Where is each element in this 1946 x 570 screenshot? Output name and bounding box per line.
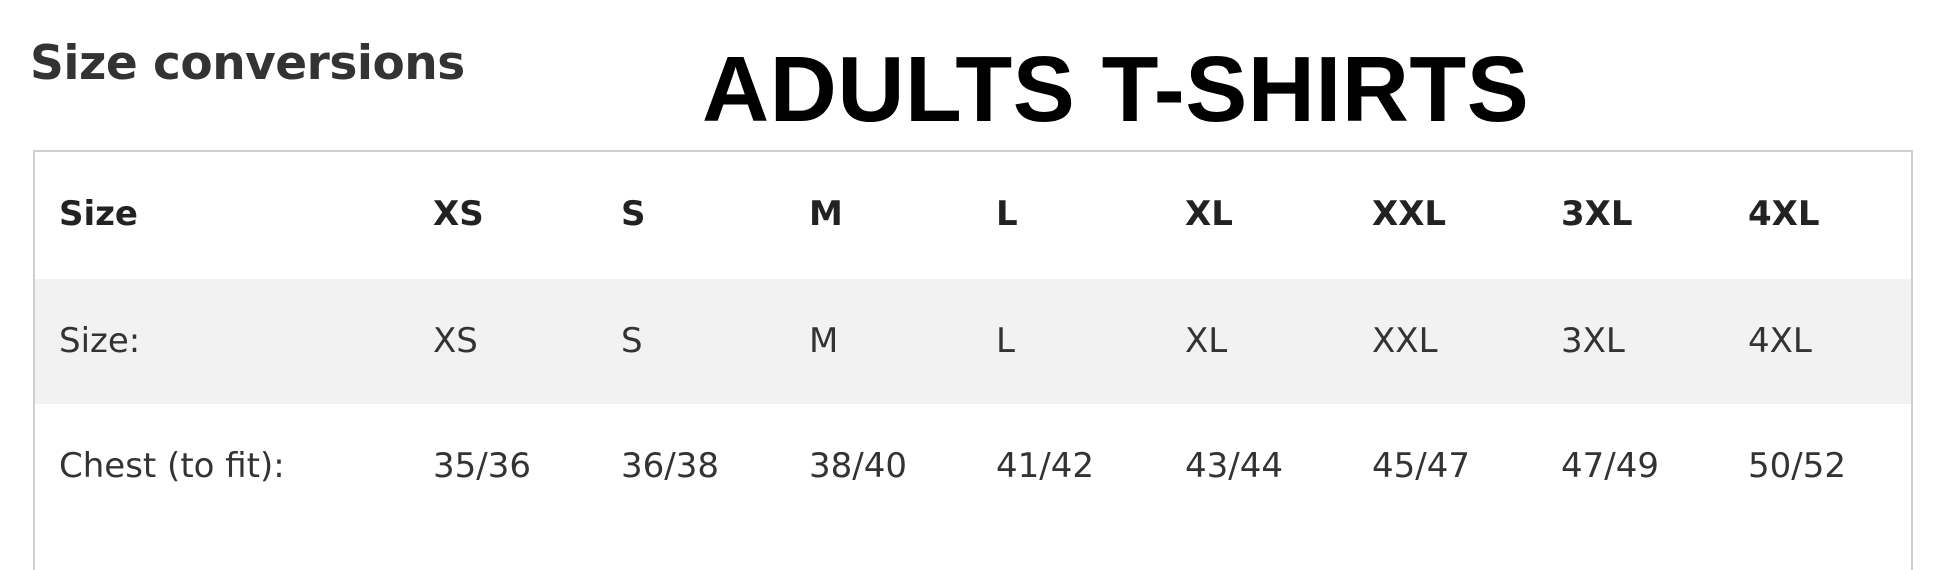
- table-cell: S: [621, 194, 646, 234]
- table-cell: L: [996, 194, 1018, 234]
- table-cell: M: [809, 321, 839, 361]
- table-cell: 36/38: [621, 446, 719, 486]
- row-label: Chest (to fit):: [59, 446, 285, 486]
- table-cell: 3XL: [1561, 194, 1633, 234]
- row-label: Size:: [59, 321, 141, 361]
- table-cell: XL: [1185, 321, 1228, 361]
- table-cell: L: [996, 321, 1015, 361]
- table-cell: 47/49: [1561, 446, 1659, 486]
- table-cell: 4XL: [1748, 321, 1812, 361]
- table-cell: S: [621, 321, 643, 361]
- table-cell: 43/44: [1185, 446, 1283, 486]
- size-table: Size XS S M L XL XXL 3XL 4XL Size: XS S M L XL XXL 3XL 4…: [33, 150, 1913, 570]
- table-row: Size: XS S M L XL XXL 3XL 4XL: [35, 279, 1911, 404]
- table-cell: 41/42: [996, 446, 1094, 486]
- table-cell: 38/40: [809, 446, 907, 486]
- table-cell: 45/47: [1372, 446, 1470, 486]
- table-cell: XXL: [1372, 321, 1438, 361]
- table-cell: 4XL: [1748, 194, 1820, 234]
- table-cell: 35/36: [433, 446, 531, 486]
- table-cell: 3XL: [1561, 321, 1625, 361]
- size-conversions-heading: Size conversions: [30, 36, 465, 91]
- table-cell: XL: [1185, 194, 1233, 234]
- table-cell: XS: [433, 194, 484, 234]
- table-cell: M: [809, 194, 843, 234]
- page-title: ADULTS T-SHIRTS: [702, 37, 1530, 141]
- row-label: Size: [59, 194, 138, 234]
- table-header-row: Size XS S M L XL XXL 3XL 4XL: [35, 152, 1911, 277]
- table-cell: XS: [433, 321, 478, 361]
- table-row: Chest (to fit): 35/36 36/38 38/40 41/42 43/44…: [35, 404, 1911, 529]
- table-cell: XXL: [1372, 194, 1447, 234]
- table-cell: 50/52: [1748, 446, 1846, 486]
